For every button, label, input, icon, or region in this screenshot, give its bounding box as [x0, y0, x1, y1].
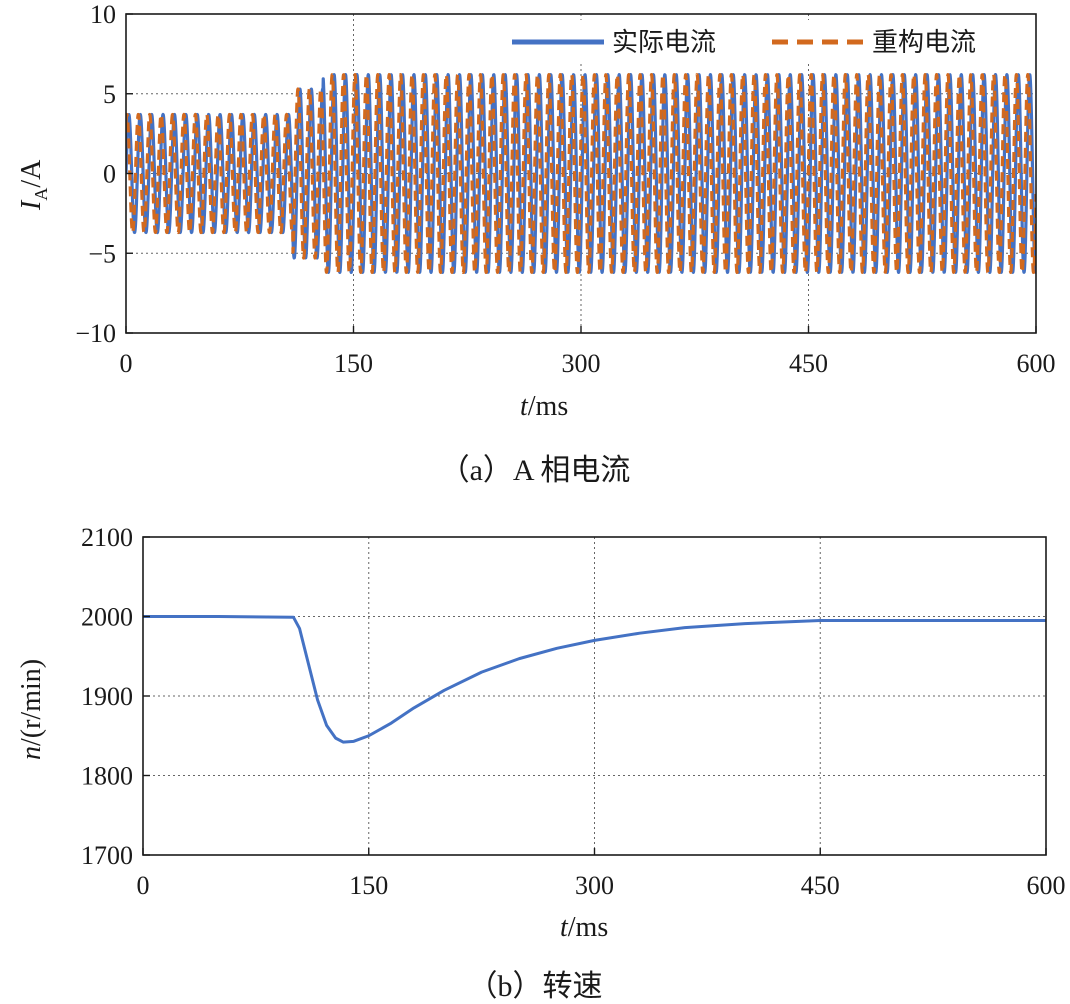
legend-label-reconstructed: 重构电流: [872, 28, 976, 58]
x-tick-label: 0: [120, 349, 133, 378]
y-axis-unit-b: /(r/min): [16, 659, 47, 746]
y-tick-label: 2100: [81, 523, 133, 552]
chart-panel-b: 0 150 300 450 600 2100 2000 1900 1800 1700 t/ms n…: [16, 523, 1066, 1003]
x-tick-label: 300: [562, 349, 601, 378]
y-axis-var-b: n: [16, 746, 47, 760]
caption-b: （b）转速: [468, 970, 603, 1003]
y-axis-label-a: IA/A: [16, 159, 51, 211]
y-tick-label: 1700: [81, 841, 133, 870]
x-axis-unit-a: /ms: [528, 391, 568, 422]
y-tick-label: 0: [103, 160, 116, 189]
x-tick-label: 450: [801, 871, 840, 900]
series-group-b: [143, 615, 1046, 744]
y-tick-label: 1800: [81, 762, 133, 791]
series-group-a: [126, 73, 1036, 274]
y-tick-label: 10: [90, 0, 116, 29]
y-axis-var-a: I: [16, 199, 47, 211]
y-axis-unit-a: /A: [16, 159, 47, 188]
grid-b: [143, 537, 1046, 855]
series-line-a-1: [126, 73, 1036, 274]
x-tick-label: 150: [349, 871, 388, 900]
chart-panel-a: 0 150 300 450 600 10 5 0 −5 −10 实际电流 重构电流 t/ms IA…: [16, 0, 1056, 487]
x-tick-label: 600: [1017, 349, 1056, 378]
series-line-b-0: [143, 615, 1046, 744]
y-tick-label: −10: [75, 319, 116, 348]
y-tick-label: 2000: [81, 603, 133, 632]
y-axis-label-b: n/(r/min): [16, 659, 47, 760]
ticks-b: 0 150 300 450 600 2100 2000 1900 1800 1700: [81, 523, 1066, 900]
x-tick-label: 150: [334, 349, 373, 378]
legend-a: 实际电流 重构电流: [500, 20, 1030, 64]
x-axis-unit-b: /ms: [568, 912, 608, 943]
ticks-a: 0 150 300 450 600 10 5 0 −5 −10: [75, 0, 1055, 378]
x-tick-label: 300: [575, 871, 614, 900]
x-axis-var-a: t: [520, 391, 529, 422]
y-axis-sub-a: A: [31, 188, 51, 201]
x-axis-var-b: t: [560, 912, 569, 943]
legend-label-actual: 实际电流: [612, 28, 716, 58]
x-tick-label: 450: [789, 349, 828, 378]
series-line-a-0: [126, 73, 1036, 274]
y-tick-label: 1900: [81, 682, 133, 711]
x-tick-label: 0: [137, 871, 150, 900]
caption-a: （a）A 相电流: [440, 454, 631, 487]
x-axis-label-a: t/ms: [520, 391, 568, 422]
y-tick-label: 5: [103, 80, 116, 109]
y-tick-label: −5: [88, 239, 116, 268]
x-axis-label-b: t/ms: [560, 912, 608, 943]
x-tick-label: 600: [1027, 871, 1066, 900]
